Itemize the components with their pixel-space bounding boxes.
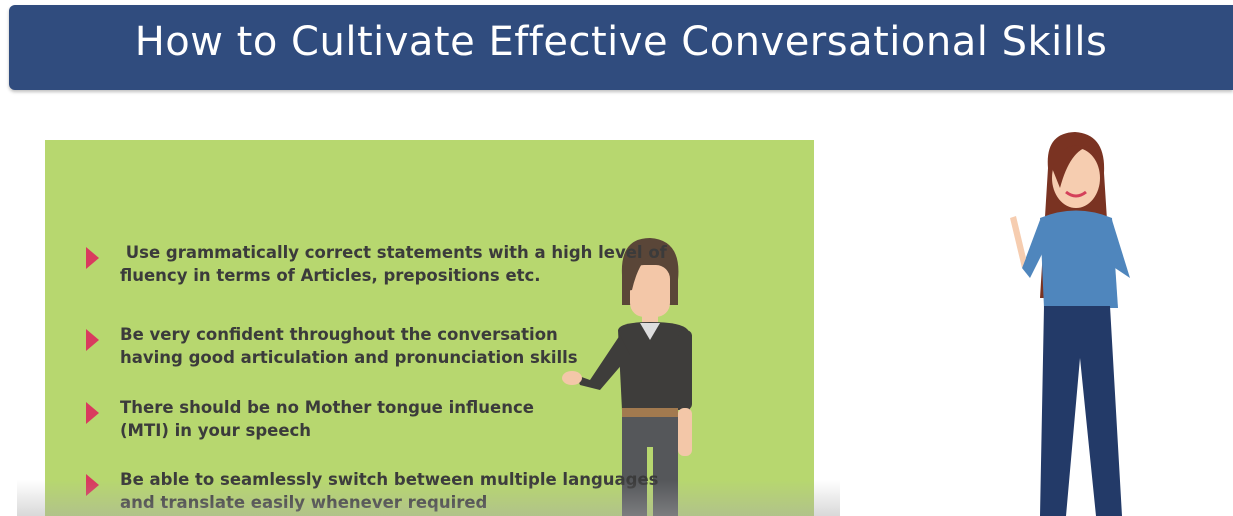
bullet-text: Be very confident throughout the convers… (120, 325, 558, 344)
bullet-text: Use grammatically correct statements wit… (120, 243, 667, 262)
bullet-text: Be able to seamlessly switch between mul… (120, 470, 658, 489)
bullet-text: (MTI) in your speech (120, 421, 312, 440)
woman-illustration (1010, 132, 1130, 516)
bullet-text: There should be no Mother tongue influen… (120, 398, 534, 417)
man-illustration (562, 238, 692, 516)
bullet-marker (86, 474, 99, 496)
bullet-marker (86, 247, 99, 269)
bottom-fade (17, 480, 840, 516)
title: How to Cultivate Effective Conversationa… (134, 19, 1108, 65)
bullet-text: having good articulation and pronunciati… (120, 348, 578, 367)
bullet-marker (86, 329, 99, 351)
header-bar: How to Cultivate Effective Conversationa… (9, 5, 1233, 90)
bullet-marker (86, 402, 99, 424)
bullet-text: fluency in terms of Articles, prepositio… (120, 266, 541, 285)
bullet-text: and translate easily whenever required (120, 493, 487, 512)
